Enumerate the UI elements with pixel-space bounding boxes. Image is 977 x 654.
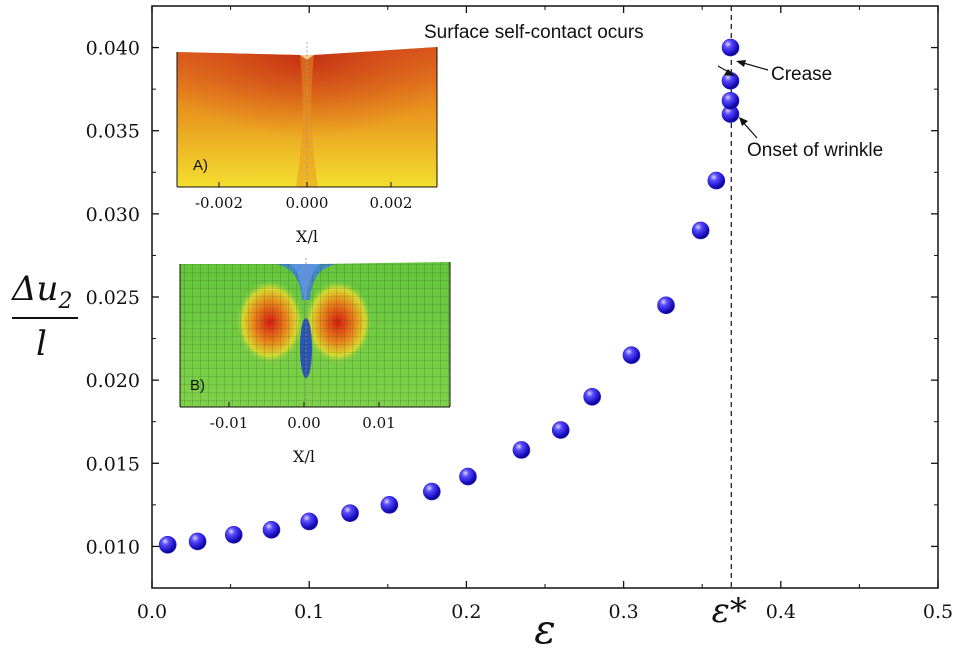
data-point (380, 496, 399, 514)
data-point (691, 221, 710, 240)
y-tick-label: 0.040 (86, 38, 140, 60)
x-tick-label: 0.0 (137, 601, 167, 623)
y-label-denominator: l (36, 324, 47, 364)
data-point (721, 38, 740, 57)
data-point (224, 525, 243, 544)
data-point (721, 91, 740, 110)
y-tick-label: 0.035 (86, 121, 140, 143)
inset-b: B) -0.01 0.00 0.01 X/l (172, 255, 454, 471)
inset-b-xlabel: X/l (293, 447, 315, 466)
data-point (341, 504, 359, 522)
y-axis-ticks: 0.010 0.015 0.020 0.025 0.030 0.035 0.040 (86, 38, 938, 558)
x-tick-label: 0.4 (766, 601, 796, 623)
inset-a: A) -0.002 0.000 0.002 X/l (172, 40, 450, 250)
inset-b-xtick-right: 0.01 (362, 414, 395, 432)
y-label-numerator: Δu2 (10, 269, 72, 314)
critical-strain-label: ε* (712, 591, 747, 631)
inset-b-tag: B) (190, 377, 205, 394)
data-point (512, 441, 531, 459)
inset-b-xtick-left: -0.01 (210, 414, 248, 432)
inset-b-xtick-mid: 0.00 (287, 414, 320, 432)
y-tick-label: 0.020 (86, 370, 140, 392)
data-point (657, 296, 675, 315)
inset-a-xtick-mid: 0.000 (286, 194, 329, 212)
x-axis-label: ε (534, 607, 555, 653)
data-point (188, 532, 207, 551)
y-tick-label: 0.010 (86, 536, 140, 558)
arrowhead-crease (736, 60, 746, 67)
annotation-onset-wrinkle: Onset of wrinkle (747, 140, 883, 161)
y-axis-label: Δu2 l (10, 269, 78, 364)
x-tick-label: 0.2 (451, 601, 481, 623)
annotation-self-contact: Surface self-contact ocurs (424, 22, 644, 43)
data-point (300, 512, 319, 531)
data-point (551, 421, 570, 439)
arrowhead-self-contact (724, 69, 735, 76)
data-point (262, 520, 281, 539)
x-tick-label: 0.3 (608, 601, 638, 623)
data-point (622, 346, 641, 365)
data-points (158, 38, 740, 554)
x-tick-label: 0.1 (294, 601, 324, 623)
inset-a-xtick-right: 0.002 (370, 194, 413, 212)
y-tick-label: 0.025 (86, 287, 140, 309)
data-point (583, 387, 601, 406)
data-point (423, 482, 441, 501)
data-point (158, 535, 177, 554)
annotations: Surface self-contact ocurs Crease Onset … (424, 22, 883, 161)
inset-a-xlabel: X/l (296, 227, 318, 246)
data-point (707, 171, 726, 190)
x-tick-label: 0.5 (923, 601, 953, 623)
annotation-crease: Crease (771, 64, 832, 85)
inset-a-xtick-left: -0.002 (195, 194, 243, 212)
y-tick-label: 0.015 (86, 453, 140, 475)
x-axis-ticks: 0.0 0.1 0.2 0.3 0.4 0.5 (137, 6, 953, 623)
data-point (459, 467, 477, 486)
inset-a-tag: A) (193, 157, 208, 174)
arrowhead-onset-wrinkle (739, 117, 748, 126)
y-tick-label: 0.030 (86, 204, 140, 226)
